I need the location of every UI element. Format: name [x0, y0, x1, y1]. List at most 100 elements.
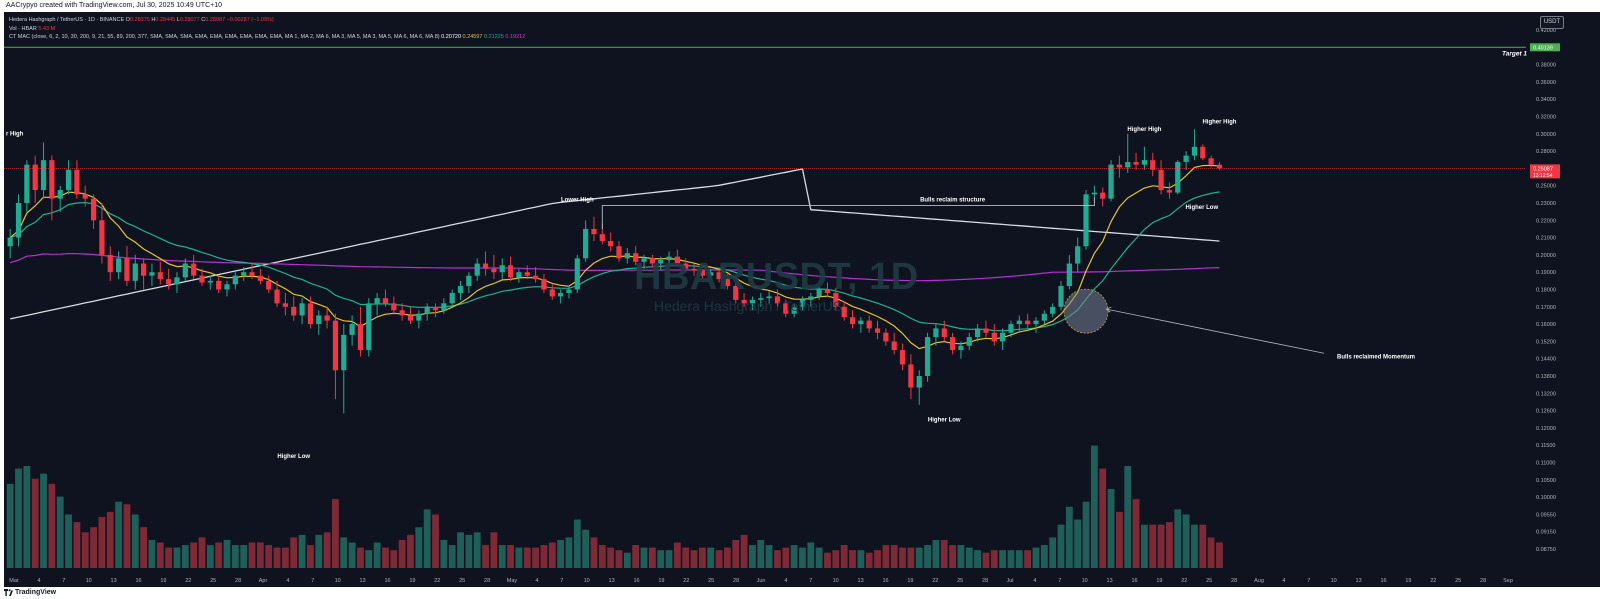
candle-body[interactable] — [40, 160, 47, 191]
candle-body[interactable] — [1166, 190, 1173, 193]
candle-body[interactable] — [824, 289, 831, 293]
candle-body[interactable] — [941, 328, 947, 338]
candle-body[interactable] — [266, 280, 272, 290]
candle-body[interactable] — [991, 332, 997, 342]
candle-body[interactable] — [1041, 313, 1047, 321]
candle-body[interactable] — [691, 268, 697, 271]
candle-body[interactable] — [874, 328, 881, 333]
candle-body[interactable] — [191, 263, 197, 276]
candle-body[interactable] — [891, 341, 897, 351]
candle-body[interactable] — [816, 289, 822, 297]
candle-body[interactable] — [274, 289, 280, 304]
candle-body[interactable] — [1150, 160, 1156, 170]
candle-body[interactable] — [633, 253, 639, 262]
candle-body[interactable] — [141, 263, 147, 276]
candle-body[interactable] — [382, 298, 389, 304]
legend-volume-label[interactable]: Vol · HBAR — [9, 25, 37, 32]
legend-symbol[interactable]: Hedera Hashgraph / TetherUS · 1D · BINAN… — [9, 17, 125, 23]
candle-body[interactable] — [341, 334, 347, 371]
structure-line[interactable] — [601, 197, 1095, 229]
candle-body[interactable] — [1175, 161, 1181, 193]
candle-body[interactable] — [90, 198, 97, 221]
candle-body[interactable] — [583, 228, 589, 259]
candle-body[interactable] — [558, 292, 564, 297]
candle-body[interactable] — [783, 303, 789, 314]
candle-body[interactable] — [374, 298, 380, 304]
candle-body[interactable] — [216, 280, 222, 290]
candle-body[interactable] — [474, 263, 480, 276]
candle-body[interactable] — [432, 306, 439, 311]
candle-body[interactable] — [516, 272, 522, 278]
candle-body[interactable] — [291, 306, 297, 316]
chart-canvas[interactable]: 0.42000 0.40139 0.38000 0.36000 0.34000 0.320… — [4, 12, 1600, 587]
candle-body[interactable] — [174, 277, 180, 285]
price-axis-panel[interactable] — [1526, 12, 1600, 587]
candle-body[interactable] — [157, 272, 163, 280]
candle-body[interactable] — [249, 272, 255, 276]
momentum-highlight-circle[interactable] — [1063, 288, 1109, 334]
candle-body[interactable] — [958, 345, 964, 351]
candle-body[interactable] — [224, 284, 230, 290]
candle-body[interactable] — [699, 270, 705, 276]
candle-body[interactable] — [841, 306, 847, 318]
candle-body[interactable] — [357, 324, 364, 351]
candle-body[interactable] — [457, 286, 464, 293]
candle-body[interactable] — [799, 299, 806, 307]
candle-body[interactable] — [99, 220, 105, 255]
candle-body[interactable] — [1058, 286, 1064, 307]
candle-body[interactable] — [332, 320, 339, 371]
candle-body[interactable] — [716, 272, 722, 280]
candle-body[interactable] — [658, 260, 664, 264]
candle-body[interactable] — [24, 164, 30, 203]
candle-body[interactable] — [1191, 146, 1198, 156]
candle-body[interactable] — [257, 275, 263, 281]
candle-body[interactable] — [724, 279, 731, 287]
candle-body[interactable] — [399, 310, 405, 316]
candle-body[interactable] — [983, 328, 989, 333]
candle-body[interactable] — [649, 258, 655, 264]
candle-body[interactable] — [349, 324, 355, 335]
candle-body[interactable] — [299, 303, 305, 316]
candle-body[interactable] — [549, 289, 555, 297]
candle-body[interactable] — [1066, 263, 1072, 287]
candle-body[interactable] — [282, 303, 288, 307]
candle-body[interactable] — [1141, 160, 1148, 165]
candle-body[interactable] — [908, 364, 914, 388]
candle-body[interactable] — [416, 313, 422, 321]
candle-body[interactable] — [733, 286, 739, 300]
candle-body[interactable] — [674, 256, 680, 264]
candle-body[interactable] — [616, 246, 622, 259]
legend-ma-label[interactable]: CT MAC (close, 6, 2, 10, 30, 200, 9, 21,… — [9, 34, 440, 40]
candle-body[interactable] — [966, 337, 972, 346]
candle-body[interactable] — [1050, 306, 1056, 314]
candle-body[interactable] — [441, 303, 447, 311]
candle-body[interactable] — [149, 272, 155, 276]
candle-body[interactable] — [1216, 164, 1223, 169]
candle-body[interactable] — [591, 228, 597, 235]
candle-body[interactable] — [1100, 192, 1106, 199]
candle-body[interactable] — [524, 272, 530, 276]
candle-body[interactable] — [166, 279, 172, 285]
candle-body[interactable] — [1083, 194, 1089, 247]
candle-body[interactable] — [232, 275, 238, 285]
candle-body[interactable] — [391, 303, 397, 311]
candle-body[interactable] — [307, 303, 314, 325]
candle-body[interactable] — [324, 315, 330, 321]
candle-body[interactable] — [7, 237, 13, 247]
candle-body[interactable] — [207, 280, 213, 283]
candle-body[interactable] — [624, 253, 630, 259]
candle-body[interactable] — [883, 332, 889, 342]
candle-body[interactable] — [115, 258, 122, 273]
candle-body[interactable] — [1116, 164, 1122, 168]
candle-body[interactable] — [482, 263, 489, 269]
candle-body[interactable] — [241, 272, 247, 276]
candle-body[interactable] — [532, 275, 539, 280]
candle-body[interactable] — [491, 268, 497, 273]
candle-body[interactable] — [1183, 155, 1189, 162]
chart-panel[interactable]: 0.42000 0.40139 0.38000 0.36000 0.34000 0.320… — [4, 12, 1600, 587]
candle-body[interactable] — [74, 169, 80, 195]
candle-body[interactable] — [199, 275, 205, 283]
candle-body[interactable] — [708, 272, 714, 276]
candle-body[interactable] — [424, 306, 430, 314]
candle-body[interactable] — [107, 254, 113, 273]
